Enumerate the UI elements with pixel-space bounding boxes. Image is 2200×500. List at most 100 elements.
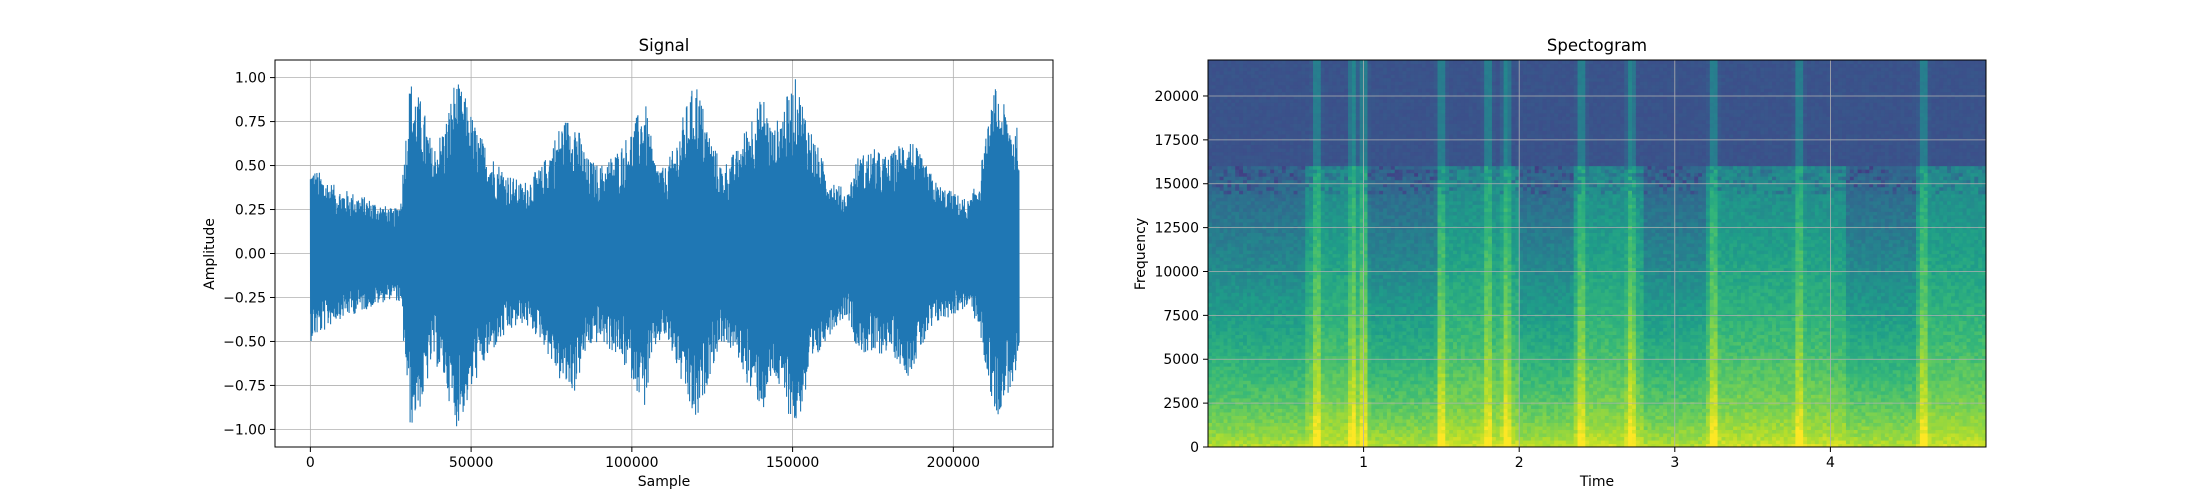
spectrogram-cell bbox=[1352, 141, 1356, 145]
spectrogram-cell bbox=[1270, 275, 1274, 279]
spectrogram-cell bbox=[1235, 285, 1239, 289]
spectrogram-cell bbox=[1332, 194, 1336, 198]
spectrogram-cell bbox=[1301, 222, 1305, 226]
spectrogram-cell bbox=[1255, 173, 1259, 177]
spectrogram-cell bbox=[1208, 246, 1212, 250]
spectrogram-cell bbox=[1329, 218, 1333, 222]
spectrogram-cell bbox=[1367, 341, 1371, 345]
spectrogram-cell bbox=[1235, 408, 1239, 412]
spectrogram-cell bbox=[1356, 155, 1360, 159]
spectrogram-cell bbox=[1224, 285, 1228, 289]
spectrogram-cell bbox=[1336, 60, 1340, 64]
spectrogram-cell bbox=[1329, 440, 1333, 444]
spectrogram-cell bbox=[1348, 74, 1352, 78]
spectrogram-cell bbox=[1305, 254, 1309, 258]
spectrogram-cell bbox=[1375, 208, 1379, 212]
spectrogram-cell bbox=[1239, 208, 1243, 212]
spectrogram-cell bbox=[1375, 257, 1379, 261]
spectrogram-cell bbox=[1305, 127, 1309, 131]
spectrogram-cell bbox=[1262, 208, 1266, 212]
spectrogram-cell bbox=[1313, 264, 1317, 268]
spectrogram-cell bbox=[1371, 275, 1375, 279]
spectrogram-cell bbox=[1321, 236, 1325, 240]
spectrogram-cell bbox=[1297, 218, 1301, 222]
spectrogram-cell bbox=[1231, 232, 1235, 236]
spectrogram-cell bbox=[1231, 341, 1235, 345]
spectrogram-cell bbox=[1220, 352, 1224, 356]
spectrogram-cell bbox=[1379, 352, 1383, 356]
spectrogram-cell bbox=[1305, 394, 1309, 398]
spectrogram-cell bbox=[1251, 412, 1255, 416]
spectrogram-cell bbox=[1212, 190, 1216, 194]
spectrogram-cell bbox=[1371, 64, 1375, 68]
spectrogram-cell bbox=[1332, 109, 1336, 113]
spectrogram-cell bbox=[1278, 359, 1282, 363]
spectrogram-cell bbox=[1208, 78, 1212, 82]
spectrogram-cell bbox=[1332, 363, 1336, 367]
spectrogram-cell bbox=[1340, 370, 1344, 374]
spectrogram-cell bbox=[1212, 398, 1216, 402]
spectrogram-cell bbox=[1243, 387, 1247, 391]
spectrogram-cell bbox=[1352, 78, 1356, 82]
spectrogram-cell bbox=[1235, 232, 1239, 236]
spectrogram-cell bbox=[1375, 278, 1379, 282]
spectrogram-cell bbox=[1255, 415, 1259, 419]
spectrogram-cell bbox=[1216, 359, 1220, 363]
spectrogram-cell bbox=[1352, 292, 1356, 296]
spectrogram-cell bbox=[1301, 366, 1305, 370]
spectrogram-cell bbox=[1313, 327, 1317, 331]
spectrogram-cell bbox=[1375, 377, 1379, 381]
spectrogram-cell bbox=[1216, 173, 1220, 177]
spectrogram-cell bbox=[1270, 433, 1274, 437]
spectrogram-cell bbox=[1259, 338, 1263, 342]
spectrogram-cell bbox=[1286, 422, 1290, 426]
spectrogram-cell bbox=[1227, 391, 1231, 395]
spectrogram-cell bbox=[1235, 422, 1239, 426]
spectrogram-cell bbox=[1340, 67, 1344, 71]
spectrogram-cell bbox=[1379, 134, 1383, 138]
spectrogram-cell bbox=[1329, 106, 1333, 110]
spectrogram-cell bbox=[1297, 194, 1301, 198]
spectrogram-cell bbox=[1235, 261, 1239, 265]
spectrogram-cell bbox=[1356, 398, 1360, 402]
spectrogram-cell bbox=[1208, 387, 1212, 391]
spectrogram-cell bbox=[1290, 412, 1294, 416]
spectrogram-cell bbox=[1367, 151, 1371, 155]
spectrogram-cell bbox=[1247, 194, 1251, 198]
spectrogram-cell bbox=[1317, 222, 1321, 226]
spectrogram-cell bbox=[1270, 303, 1274, 307]
spectrogram-cell bbox=[1278, 130, 1282, 134]
spectrogram-cell bbox=[1290, 155, 1294, 159]
spectrogram-cell bbox=[1313, 429, 1317, 433]
spectrogram-cell bbox=[1356, 359, 1360, 363]
spectrogram-cell bbox=[1255, 327, 1259, 331]
spectrogram-cell bbox=[1290, 363, 1294, 367]
spectrogram-cell bbox=[1352, 151, 1356, 155]
spectrogram-cell bbox=[1251, 398, 1255, 402]
spectrogram-cell bbox=[1239, 246, 1243, 250]
spectrogram-cell bbox=[1235, 250, 1239, 254]
spectrogram-cell bbox=[1231, 134, 1235, 138]
spectrogram-cell bbox=[1247, 187, 1251, 191]
spectrogram-cell bbox=[1352, 268, 1356, 272]
spectrogram-cell bbox=[1278, 398, 1282, 402]
spectrogram-cell bbox=[1356, 310, 1360, 314]
spectrogram-cell bbox=[1290, 106, 1294, 110]
spectrogram-cell bbox=[1286, 151, 1290, 155]
spectrogram-cell bbox=[1371, 148, 1375, 152]
spectrogram-cell bbox=[1321, 359, 1325, 363]
spectrogram-cell bbox=[1224, 102, 1228, 106]
spectrogram-cell bbox=[1371, 282, 1375, 286]
spectrogram-cell bbox=[1317, 197, 1321, 201]
spectrogram-cell bbox=[1321, 127, 1325, 131]
spectrogram-cell bbox=[1294, 327, 1298, 331]
spectrogram-cell bbox=[1321, 208, 1325, 212]
spectrogram-cell bbox=[1325, 85, 1329, 89]
spectrogram-cell bbox=[1356, 159, 1360, 163]
spectrogram-cell bbox=[1282, 412, 1286, 416]
spectrogram-cell bbox=[1290, 141, 1294, 145]
spectrogram-cell bbox=[1212, 106, 1216, 110]
spectrogram-cell bbox=[1332, 327, 1336, 331]
spectrogram-cell bbox=[1313, 67, 1317, 71]
spectrogram-cell bbox=[1290, 78, 1294, 82]
